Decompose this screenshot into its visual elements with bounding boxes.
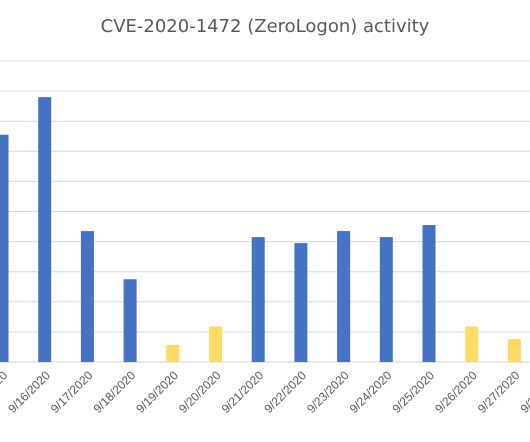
x-tick-label: 9/17/2020 — [48, 368, 96, 416]
x-tick-label: 9/27/2020 — [475, 368, 523, 416]
bar-9/24/2020 — [379, 237, 393, 362]
x-tick-labels: 9/15/20209/16/20209/17/20209/18/20209/19… — [0, 368, 530, 416]
x-tick-label: 9/23/2020 — [304, 368, 352, 416]
x-tick-label: 9/22/2020 — [261, 368, 309, 416]
x-tick-label: 9/25/2020 — [389, 368, 437, 416]
bar-9/21/2020 — [251, 237, 265, 362]
bars — [0, 97, 521, 363]
bar-9/26/2020 — [465, 326, 479, 362]
x-tick-label: 9/21/2020 — [219, 368, 267, 416]
bar-9/20/2020 — [209, 326, 222, 362]
bar-9/25/2020 — [422, 225, 436, 362]
x-tick-label: 9/16/2020 — [5, 368, 53, 416]
bar-9/18/2020 — [123, 279, 137, 362]
bar-9/16/2020 — [38, 97, 52, 363]
bar-9/27/2020 — [507, 339, 521, 362]
x-tick-label: 9/26/2020 — [432, 368, 480, 416]
chart-title: CVE-2020-1472 (ZeroLogon) activity — [100, 16, 430, 37]
bar-9/15/2020 — [0, 134, 9, 362]
bar-9/23/2020 — [337, 231, 351, 362]
x-tick-label: 9/20/2020 — [176, 368, 224, 416]
x-tick-label: 9/19/2020 — [133, 368, 181, 416]
gridlines — [0, 60, 530, 363]
x-tick-label: 9/18/2020 — [91, 368, 139, 416]
bar-9/17/2020 — [80, 231, 94, 362]
bar-9/22/2020 — [294, 243, 308, 362]
bar-9/19/2020 — [166, 344, 180, 362]
x-tick-label: 9/24/2020 — [347, 368, 395, 416]
